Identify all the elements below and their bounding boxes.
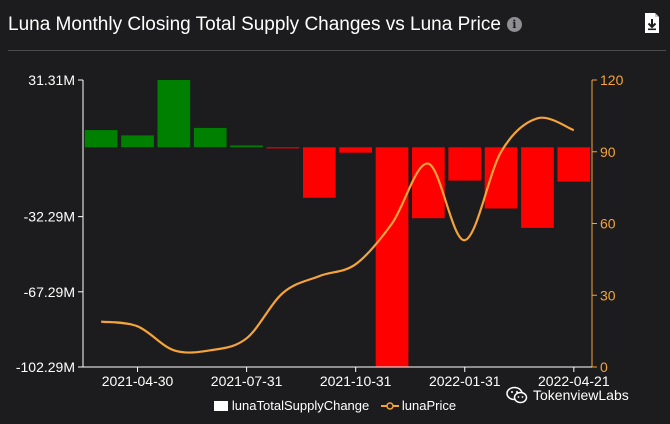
bar [521, 147, 554, 228]
bar-series [84, 80, 591, 367]
x-tick-label: 2022-01-31 [429, 373, 501, 389]
right-tick-label: 30 [600, 287, 616, 303]
page-title: Luna Monthly Closing Total Supply Change… [8, 14, 522, 36]
left-tick-label: 31.31M [28, 72, 75, 88]
x-tick-label: 2021-04-30 [102, 373, 174, 389]
x-tick-label: 2022-04-21 [538, 373, 610, 389]
legend: lunaTotalSupplyChange lunaPrice [0, 398, 670, 414]
bar [266, 147, 300, 149]
bar [448, 147, 482, 181]
x-axis: 2021-04-30 2021-07-31 2021-10-31 2022-01-31… [83, 366, 610, 389]
info-icon[interactable]: i [506, 17, 522, 32]
bar [339, 147, 372, 153]
legend-swatch-bar [213, 400, 228, 411]
left-tick-label: -67.29M [24, 284, 75, 300]
bar [121, 135, 154, 148]
legend-item-price[interactable]: lunaPrice [380, 398, 457, 413]
wechat-icon [506, 386, 528, 404]
bar [157, 80, 191, 148]
left-tick-label: -32.29M [24, 209, 75, 225]
legend-label-supply: lunaTotalSupplyChange [231, 398, 370, 413]
legend-item-supply[interactable]: lunaTotalSupplyChange [213, 398, 370, 413]
watermark-text: TokenviewLabs [533, 387, 629, 403]
bar [557, 147, 591, 182]
download-icon[interactable] [643, 12, 661, 34]
chart-title: Luna Monthly Closing Total Supply Change… [8, 14, 501, 35]
price-line [101, 116, 575, 354]
bar [230, 145, 263, 148]
right-tick-label: 120 [600, 72, 624, 88]
bar [84, 130, 118, 148]
legend-label-price: lunaPrice [401, 398, 457, 413]
right-tick-label: 0 [600, 359, 608, 375]
right-tick-label: 90 [600, 144, 616, 160]
bar [375, 147, 409, 367]
left-tick-label: -102.29M [16, 359, 75, 375]
bar [303, 147, 336, 198]
bar [193, 127, 227, 148]
legend-swatch-line [380, 401, 399, 410]
bar [484, 147, 518, 209]
right-tick-label: 60 [600, 216, 616, 232]
x-tick-label: 2021-07-31 [211, 373, 283, 389]
right-axis: 0 30 60 90 120 [591, 72, 624, 375]
left-axis: 31.31M -32.29M -67.29M -102.29M [16, 72, 84, 375]
watermark: TokenviewLabs [506, 386, 629, 404]
header-divider [8, 50, 666, 51]
x-tick-label: 2021-10-31 [320, 373, 392, 389]
